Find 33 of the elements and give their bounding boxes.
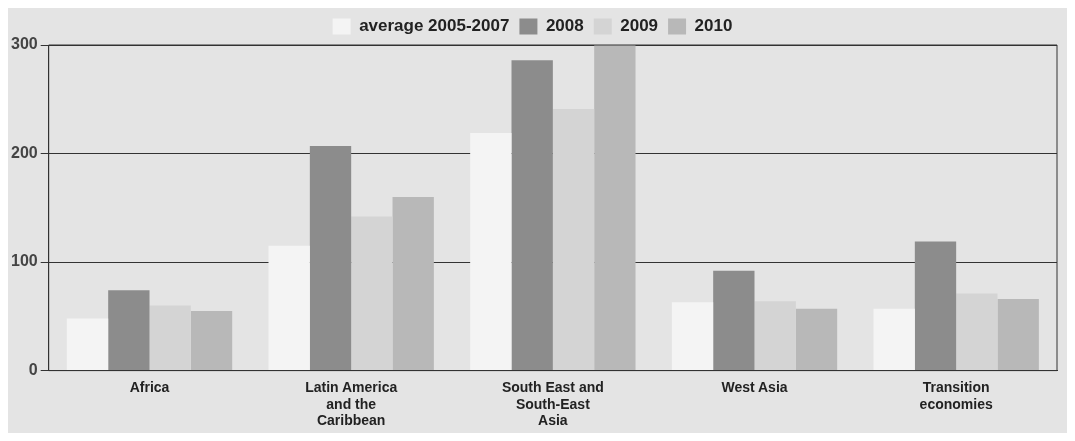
legend-label: average 2005-2007 (359, 16, 510, 36)
bar (108, 290, 150, 371)
bar (351, 216, 393, 371)
bar (511, 60, 553, 371)
bar (66, 318, 109, 371)
y-tick-label: 300 (10, 35, 38, 53)
bar (873, 308, 915, 371)
bar (268, 245, 310, 371)
legend-label: 2010 (694, 16, 733, 36)
x-tick-label: Latin America and the Caribbean (305, 378, 398, 429)
bar (795, 308, 838, 371)
bar (713, 270, 755, 371)
y-tick-label: 200 (10, 143, 38, 161)
legend-label: 2009 (620, 16, 659, 36)
bar (309, 145, 352, 371)
bar (671, 302, 714, 371)
x-tick-label: Africa (129, 378, 170, 395)
bar (392, 196, 434, 371)
bar (956, 293, 998, 371)
x-tick-label: Transition economies (919, 378, 993, 412)
legend-label: 2008 (545, 16, 584, 36)
y-tick-label: 100 (10, 252, 38, 270)
bar (594, 45, 636, 371)
bar (470, 132, 512, 371)
bar (754, 301, 796, 371)
bar (149, 305, 191, 371)
bar (997, 298, 1039, 371)
bar (552, 109, 595, 371)
x-tick-label: South East and South-East Asia (501, 378, 604, 429)
bar (914, 241, 957, 371)
y-tick-label: 0 (28, 361, 38, 379)
bar (190, 310, 233, 371)
x-tick-label: West Asia (721, 378, 788, 395)
